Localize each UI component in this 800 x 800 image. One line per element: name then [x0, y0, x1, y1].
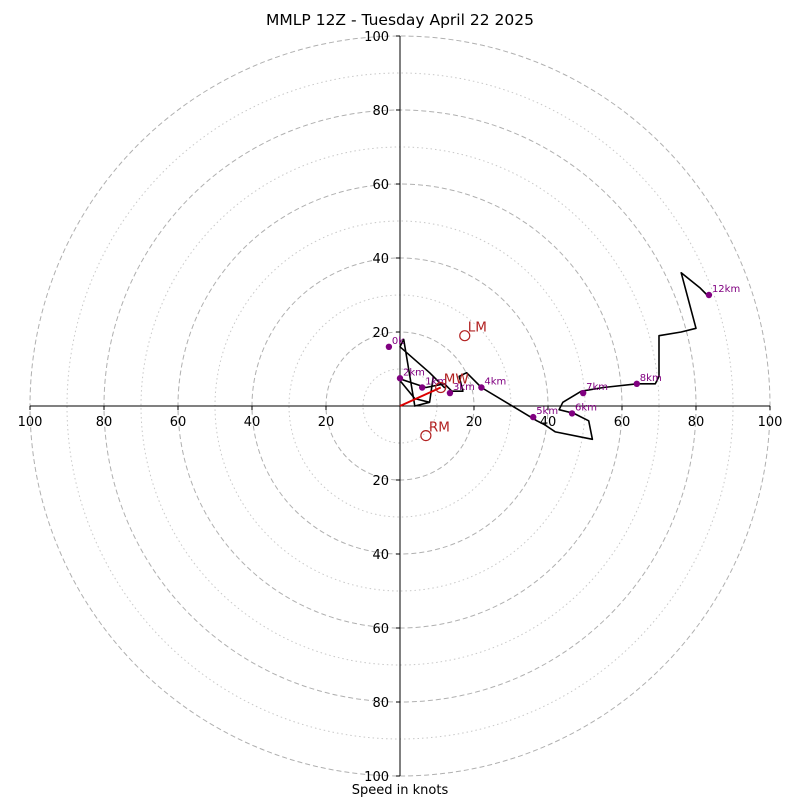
- mean-wind-arrow: [399, 386, 442, 407]
- height-label-3km: 3km: [453, 382, 475, 393]
- wind-trace-line: [397, 271, 708, 441]
- storm-label-mw: MW: [444, 372, 469, 388]
- height-marker-4km: [478, 384, 485, 391]
- x-axis-label: Speed in knots: [351, 783, 449, 798]
- x-tick-label: 40: [540, 415, 557, 430]
- y-tick-label: 40: [372, 252, 389, 267]
- storm-label-rm: RM: [429, 420, 450, 436]
- x-tick-label: 60: [614, 415, 631, 430]
- mean-wind-vector: [399, 386, 442, 407]
- height-label-6km: 6km: [575, 402, 597, 413]
- height-label-2km: 2km: [403, 367, 425, 378]
- storm-marker-lm: [459, 330, 471, 342]
- y-tick-label: 60: [372, 622, 389, 637]
- y-tick-label: 20: [372, 474, 389, 489]
- height-marker-1km: [419, 384, 426, 391]
- height-marker-6km: [568, 410, 576, 417]
- storm-marker-mw: [435, 381, 447, 394]
- height-label-12km: 12km: [712, 284, 740, 295]
- height-label-0k: 0k: [392, 336, 404, 347]
- height-marker-5km: [530, 413, 537, 421]
- storm-motion-markers: LM MW RM: [420, 320, 487, 442]
- height-label-7km: 7km: [586, 382, 608, 393]
- tick-labels: 100 80 60 40 20 20 40 60 80 100 100 80 60 40 20 20 40 60 8…: [18, 30, 783, 785]
- height-marker-8km: [633, 380, 640, 387]
- x-tick-label: 100: [18, 415, 43, 430]
- height-marker-7km: [579, 389, 587, 397]
- storm-marker-rm: [420, 430, 432, 442]
- storm-label-lm: LM: [468, 320, 487, 336]
- x-tick-label: 80: [688, 415, 705, 430]
- wind-profile-trace: [397, 271, 708, 441]
- height-marker-2km: [396, 375, 404, 382]
- y-tick-label: 20: [372, 326, 389, 341]
- y-tick-label: 60: [372, 178, 389, 193]
- y-tick-label: 100: [364, 770, 389, 785]
- y-tick-label: 80: [372, 696, 389, 711]
- height-marker-0k: [385, 343, 393, 350]
- y-tick-label: 100: [364, 30, 389, 45]
- x-tick-label: 80: [96, 415, 113, 430]
- y-tick-label: 80: [372, 104, 389, 119]
- height-marker-3km: [446, 389, 454, 397]
- x-tick-label: 100: [758, 415, 783, 430]
- height-label-1km: 1km: [425, 377, 447, 388]
- x-tick-label: 60: [170, 415, 187, 430]
- x-tick-label: 20: [318, 415, 335, 430]
- height-label-8km: 8km: [640, 373, 662, 384]
- x-tick-label: 40: [244, 415, 261, 430]
- x-tick-label: 20: [466, 415, 483, 430]
- height-label-4km: 4km: [484, 377, 506, 388]
- y-tick-label: 40: [372, 548, 389, 563]
- height-label-5km: 5km: [536, 406, 558, 417]
- height-marker-12km: [705, 291, 713, 299]
- chart-title: MMLP 12Z - Tuesday April 22 2025: [266, 11, 534, 29]
